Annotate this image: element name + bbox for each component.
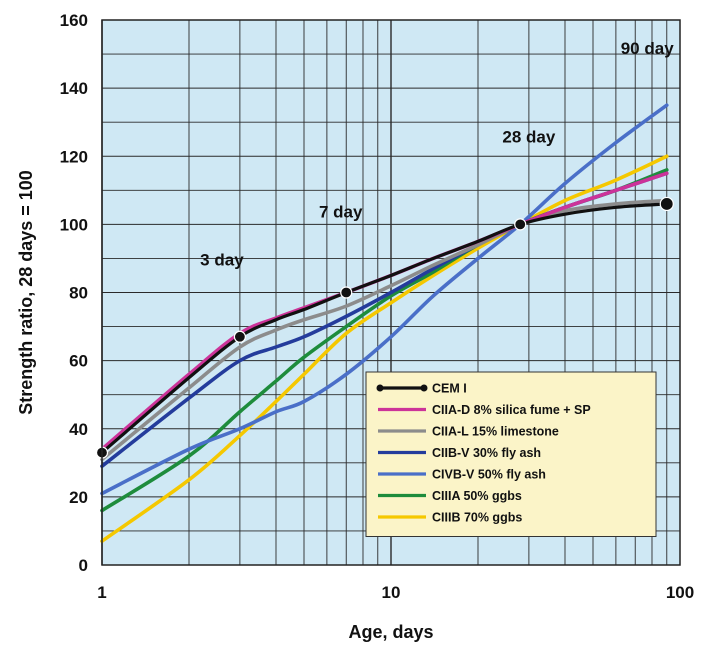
legend-label-cem-i: CEM I <box>432 382 467 396</box>
legend-marker <box>420 384 428 392</box>
series-line-cem-i <box>100 202 669 455</box>
y-tick-label: 80 <box>69 284 88 303</box>
tick-labels: 0 20 40 60 80 100 120 140 160 1 10 100 <box>60 11 695 602</box>
y-tick-label: 100 <box>60 215 88 234</box>
y-tick-label: 20 <box>69 488 88 507</box>
legend-label-ciia-d-8-silica-fume-sp: CIIA-D 8% silica fume + SP <box>432 403 591 417</box>
annotations: 3 day 7 day 28 day 90 day <box>200 39 674 269</box>
legend-label-civb-v-50-fly-ash: CIVB-V 50% fly ash <box>432 468 546 482</box>
series-line-ciiib-70-ggbs <box>100 154 669 543</box>
age-annotation: 7 day <box>319 203 363 222</box>
legend-label-ciib-v-30-fly-ash: CIIB-V 30% fly ash <box>432 446 541 460</box>
y-tick-label: 60 <box>69 352 88 371</box>
legend-label-ciia-l-15-limestone: CIIA-L 15% limestone <box>432 425 559 439</box>
cem-i-data-point <box>233 330 246 343</box>
legend-marker <box>376 384 384 392</box>
age-annotation: 28 day <box>502 128 555 147</box>
series-line-ciia-l-15-limestone <box>100 198 669 462</box>
cem-i-data-point <box>340 286 353 299</box>
age-annotation: 3 day <box>200 250 244 269</box>
legend: CEM I CIIA-D 8% silica fume + SP CIIA-L 15… <box>365 371 657 537</box>
y-tick-label: 120 <box>60 147 88 166</box>
series-group <box>95 103 674 543</box>
x-tick-label: 1 <box>97 583 106 602</box>
cem-i-data-point <box>659 196 674 212</box>
series-line-civb-v-50-fly-ash <box>100 103 669 496</box>
y-tick-label: 40 <box>69 420 88 439</box>
x-axis-label: Age, days <box>348 622 433 642</box>
y-axis-label: Strength ratio, 28 days = 100 <box>16 170 36 415</box>
cem-i-data-point <box>514 218 527 231</box>
y-tick-label: 140 <box>60 79 88 98</box>
plot-frame <box>101 19 681 566</box>
legend-box <box>365 371 657 537</box>
y-tick-label: 0 <box>79 556 88 575</box>
x-tick-label: 10 <box>382 583 401 602</box>
legend-label-ciiia-50-ggbs: CIIIA 50% ggbs <box>432 489 522 503</box>
legend-label-ciiib-70-ggbs: CIIIB 70% ggbs <box>432 511 522 525</box>
x-tick-label: 100 <box>666 583 694 602</box>
y-tick-label: 160 <box>60 11 88 30</box>
age-annotation: 90 day <box>621 39 674 58</box>
